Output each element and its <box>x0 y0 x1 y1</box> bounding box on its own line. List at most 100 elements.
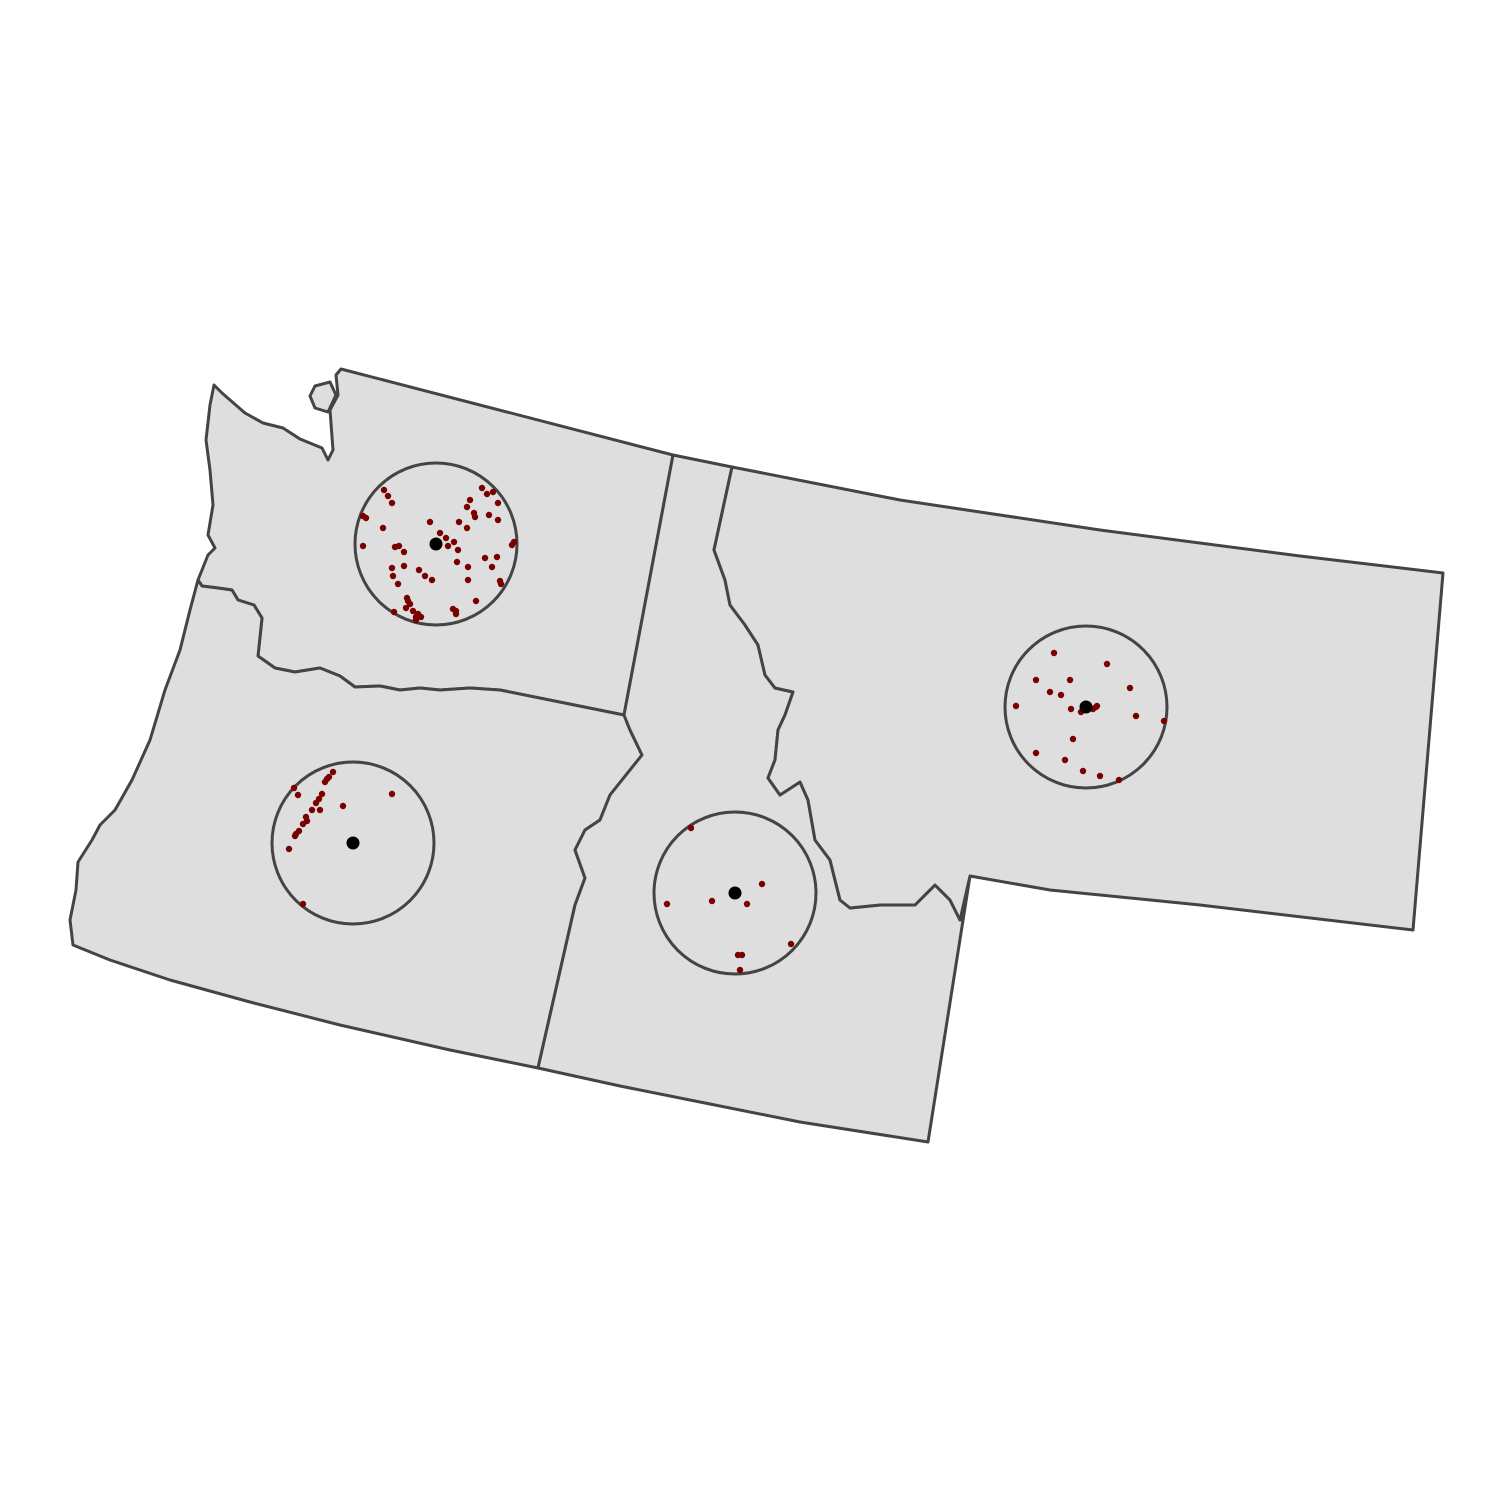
sample-point <box>389 572 397 580</box>
sample-point <box>1160 717 1168 725</box>
sample-point <box>508 541 516 549</box>
sample-point <box>400 548 408 556</box>
sample-point <box>738 951 746 959</box>
sample-point <box>299 900 307 908</box>
buffer-montana <box>1003 624 1169 790</box>
sample-point <box>452 610 460 618</box>
sample-point <box>1057 691 1065 699</box>
sample-point <box>493 553 501 561</box>
sample-point <box>466 496 474 504</box>
state-layer <box>68 367 1445 1144</box>
sample-point <box>453 558 461 566</box>
sample-point <box>497 580 505 588</box>
island-san-juan <box>308 380 338 414</box>
sample-point <box>464 576 472 584</box>
sample-point <box>455 518 463 526</box>
sample-point <box>464 563 472 571</box>
sample-point <box>388 790 396 798</box>
sample-point <box>1061 756 1069 764</box>
sample-point <box>1115 776 1123 784</box>
sample-point <box>428 576 436 584</box>
centroid-point <box>1079 700 1093 714</box>
sample-point <box>394 580 402 588</box>
sample-point <box>294 791 302 799</box>
sample-point <box>388 499 396 507</box>
sample-point <box>400 562 408 570</box>
sample-point <box>1046 688 1054 696</box>
sample-point <box>1012 702 1020 710</box>
sample-point <box>421 572 429 580</box>
sample-point <box>708 897 716 905</box>
sample-point <box>1067 705 1075 713</box>
sample-point <box>379 524 387 532</box>
sample-point <box>318 790 326 798</box>
sample-point <box>483 490 491 498</box>
sample-point <box>1069 735 1077 743</box>
buffer-circle <box>1003 624 1169 790</box>
sample-point <box>450 538 458 546</box>
sample-point <box>285 845 293 853</box>
sample-point <box>436 529 444 537</box>
sample-point <box>471 513 479 521</box>
sample-point <box>404 597 412 605</box>
sample-point <box>359 542 367 550</box>
sample-point <box>472 597 480 605</box>
sample-point <box>454 546 462 554</box>
sample-point <box>663 900 671 908</box>
sample-point <box>1092 703 1100 711</box>
sample-point <box>687 824 695 832</box>
buffer-washington <box>353 461 519 627</box>
sample-point <box>1096 772 1104 780</box>
buffer-circle <box>652 810 818 976</box>
sample-point <box>758 880 766 888</box>
sample-point <box>339 802 347 810</box>
sample-point <box>390 608 398 616</box>
sample-point <box>1079 767 1087 775</box>
sample-point <box>1132 712 1140 720</box>
sample-point <box>329 768 337 776</box>
sample-point <box>415 566 423 574</box>
sample-point <box>494 499 502 507</box>
buffer-idaho <box>652 810 818 976</box>
sample-point <box>323 775 331 783</box>
sample-point <box>380 486 388 494</box>
centroid-point <box>346 836 360 850</box>
sample-point <box>417 613 425 621</box>
sample-point <box>736 966 744 974</box>
sample-point <box>787 940 795 948</box>
sample-point <box>1032 676 1040 684</box>
sample-point <box>409 607 417 615</box>
buffer-circle <box>270 760 436 926</box>
sample-point <box>1032 749 1040 757</box>
sample-point <box>478 484 486 492</box>
state-montana <box>712 465 1445 932</box>
centroid-point <box>429 537 443 551</box>
sample-point <box>362 514 370 522</box>
buffer-oregon <box>270 760 436 926</box>
sample-point <box>494 516 502 524</box>
sample-point <box>1103 660 1111 668</box>
sample-point <box>292 830 300 838</box>
sample-point <box>743 900 751 908</box>
sample-point <box>290 784 298 792</box>
sample-point <box>426 518 434 526</box>
sample-point <box>485 511 493 519</box>
sample-point <box>303 817 311 825</box>
sample-point <box>312 799 320 807</box>
sample-point <box>442 534 450 542</box>
sample-point <box>412 613 420 621</box>
centroid-point <box>728 886 742 900</box>
sample-point <box>1126 684 1134 692</box>
sample-point <box>488 563 496 571</box>
sample-point <box>1066 676 1074 684</box>
sample-point <box>444 542 452 550</box>
sample-point <box>402 604 410 612</box>
sample-point <box>308 806 316 814</box>
sample-point <box>463 524 471 532</box>
sample-point <box>481 554 489 562</box>
sample-point <box>316 806 324 814</box>
sample-point <box>463 503 471 511</box>
sample-point <box>489 488 497 496</box>
buffer-circle <box>353 461 519 627</box>
